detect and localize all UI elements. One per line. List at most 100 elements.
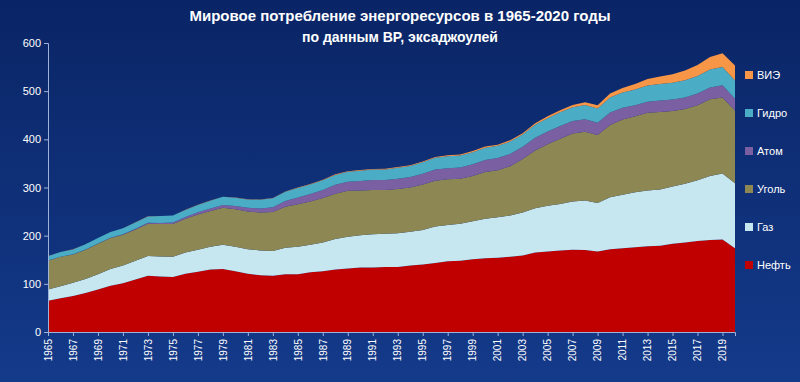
legend-swatch [745, 261, 753, 269]
legend-item: Газ [745, 221, 773, 233]
x-tick-mark [323, 332, 324, 336]
y-tick-mark [44, 139, 48, 140]
y-axis: 0 100 200 300 400 500 600 [23, 37, 49, 338]
x-tick-label: 1983 [268, 339, 279, 362]
x-tick: 1985 [293, 332, 304, 361]
x-tick-mark [473, 332, 474, 336]
x-tick-label: 2005 [542, 339, 553, 362]
x-tick: 1993 [392, 332, 403, 361]
legend-label: Гидро [757, 107, 787, 119]
y-tick: 100 [23, 278, 48, 290]
legend-swatch [745, 71, 753, 79]
x-tick: 2015 [667, 332, 678, 361]
y-tick-label: 400 [23, 133, 41, 145]
x-tick-mark [48, 332, 49, 336]
x-tick-label: 2013 [642, 339, 653, 362]
area-series [48, 97, 735, 289]
x-tick-label: 2019 [717, 339, 728, 362]
x-tick-label: 1975 [168, 339, 179, 362]
y-tick: 300 [23, 182, 48, 194]
x-tick-label: 1995 [417, 339, 428, 362]
y-tick-mark [44, 188, 48, 189]
y-tick: 500 [23, 85, 48, 97]
x-tick: 2005 [542, 332, 553, 361]
x-tick-mark [498, 332, 499, 336]
background [0, 0, 800, 382]
x-tick-mark [698, 332, 699, 336]
y-tick-mark [44, 43, 48, 44]
x-tick-mark [648, 332, 649, 336]
legend-item: Гидро [745, 107, 787, 119]
x-tick-label: 1989 [342, 339, 353, 362]
x-tick-label: 1969 [93, 339, 104, 362]
y-tick-mark [44, 284, 48, 285]
x-tick: 1973 [143, 332, 154, 361]
x-tick: 1967 [68, 332, 79, 361]
y-tick-mark [44, 91, 48, 92]
x-tick: 1989 [342, 332, 353, 361]
x-tick-mark [373, 332, 374, 336]
x-tick-mark [148, 332, 149, 336]
x-tick-mark [723, 332, 724, 336]
x-tick: 1987 [318, 332, 329, 361]
legend-label: Газ [757, 221, 773, 233]
x-tick: 1965 [43, 332, 54, 361]
x-tick-label: 1985 [293, 339, 304, 362]
x-axis-line [49, 333, 736, 337]
x-tick-mark [398, 332, 399, 336]
x-tick-label: 2017 [692, 339, 703, 362]
x-tick: 1971 [118, 332, 129, 361]
y-axis-line [44, 44, 49, 333]
x-tick: 1997 [442, 332, 453, 361]
x-tick: 2001 [492, 332, 503, 361]
y-tick-label: 500 [23, 85, 41, 97]
x-tick-mark [73, 332, 74, 336]
x-tick-mark [198, 332, 199, 336]
x-tick-mark [273, 332, 274, 336]
x-tick-label: 1981 [243, 339, 254, 362]
x-tick-label: 1965 [43, 339, 54, 362]
chart: Мировое потребление энергоресурсов в 196… [0, 0, 800, 382]
x-tick: 2013 [642, 332, 653, 361]
x-tick: 2011 [617, 332, 628, 361]
y-tick-mark [44, 332, 48, 333]
legend-swatch [745, 109, 753, 117]
legend-item: Нефть [745, 259, 791, 271]
legend-item: Атом [745, 145, 783, 157]
x-tick: 1999 [467, 332, 478, 361]
y-tick-label: 100 [23, 278, 41, 290]
x-tick-label: 1971 [118, 339, 129, 362]
y-tick-label: 0 [35, 326, 41, 338]
x-tick-label: 1979 [218, 339, 229, 362]
x-tick-mark [573, 332, 574, 336]
x-tick-label: 1991 [367, 339, 378, 362]
legend-item: Уголь [745, 183, 786, 195]
x-tick-label: 1987 [318, 339, 329, 362]
x-tick-label: 1999 [467, 339, 478, 362]
area-series [48, 67, 735, 261]
x-tick: 2007 [567, 332, 578, 361]
y-tick-label: 300 [23, 182, 41, 194]
y-tick: 400 [23, 133, 48, 145]
x-tick-label: 2015 [667, 339, 678, 362]
legend-label: Нефть [757, 259, 791, 271]
x-tick-mark [98, 332, 99, 336]
x-tick-mark [523, 332, 524, 336]
x-tick-mark [548, 332, 549, 336]
y-tick-label: 600 [23, 37, 41, 49]
x-tick: 2009 [592, 332, 603, 361]
x-tick-mark [123, 332, 124, 336]
area-series [48, 53, 735, 256]
x-tick-label: 1977 [193, 339, 204, 362]
subtitle: по данным BP, эксаджоулей [302, 29, 498, 45]
x-tick-mark [623, 332, 624, 336]
x-tick-label: 1997 [442, 339, 453, 362]
legend-swatch [745, 185, 753, 193]
x-tick-label: 2001 [492, 339, 503, 362]
x-tick-mark [298, 332, 299, 336]
x-tick-mark [673, 332, 674, 336]
title: Мировое потребление энергоресурсов в 196… [189, 7, 610, 24]
x-tick: 1991 [367, 332, 378, 361]
y-tick-label: 200 [23, 230, 41, 242]
x-tick: 1983 [268, 332, 279, 361]
